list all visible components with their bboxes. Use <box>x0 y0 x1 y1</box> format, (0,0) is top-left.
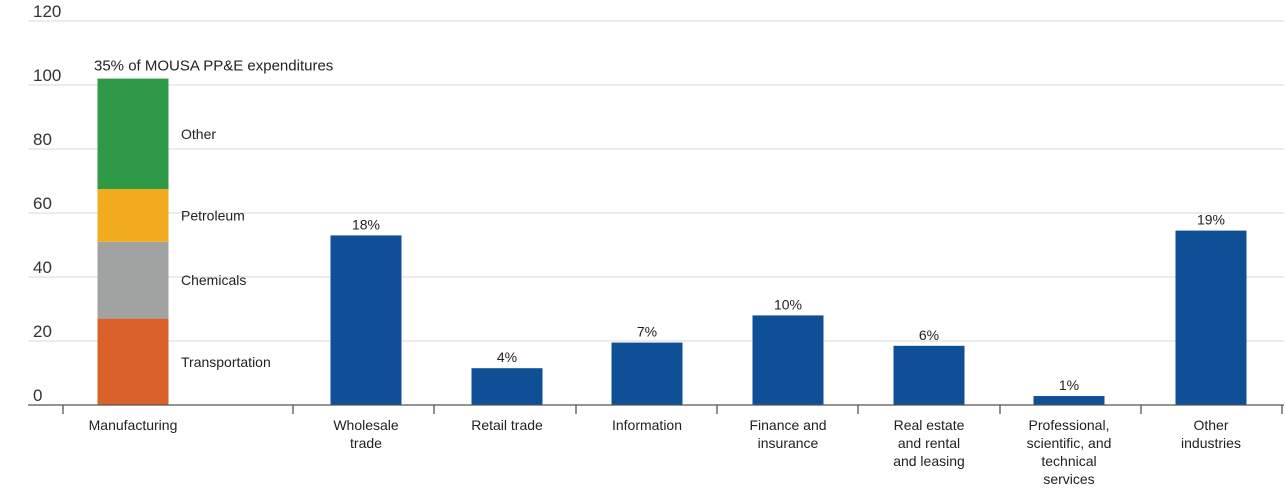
x-label-other-industries: Other industries <box>1181 417 1241 451</box>
data-label-information: 7% <box>637 324 657 340</box>
bar-professional-scientific-and-technical-services <box>1033 396 1105 405</box>
bar-segment-chemicals <box>97 241 169 319</box>
y-tick-label-120: 120 <box>33 2 61 21</box>
data-label-real-estate-and-rental-and-leasing: 6% <box>919 327 939 343</box>
x-label-real-estate-and-rental-and-leasing: Real estate and rental and leasing <box>893 417 965 469</box>
data-label-finance-and-insurance: 10% <box>774 296 802 312</box>
data-label-other-industries: 19% <box>1197 212 1225 228</box>
gridlines <box>28 20 1284 342</box>
y-tick-label-80: 80 <box>33 130 52 149</box>
segment-label-chemicals: Chemicals <box>181 272 246 288</box>
x-axis: Manufacturing Wholesale trade Retail trade I… <box>28 404 1284 487</box>
bar-wholesale-trade <box>330 235 402 405</box>
bars: Transportation Chemicals Petroleum Other 18%… <box>97 78 1247 405</box>
bar-real-estate-and-rental-and-leasing <box>893 345 965 405</box>
data-label-retail-trade: 4% <box>497 349 517 365</box>
bar-other-industries <box>1175 230 1247 405</box>
y-tick-label-100: 100 <box>33 66 61 85</box>
segment-label-petroleum: Petroleum <box>181 207 245 223</box>
bar-segment-transportation <box>97 318 169 405</box>
x-label-retail-trade: Retail trade <box>471 417 543 433</box>
bar-finance-and-insurance <box>752 315 824 405</box>
bar-segment-petroleum <box>97 189 169 242</box>
x-label-professional-scientific-and-technical-services: Professional, scientific, and technical ser… <box>1027 417 1112 487</box>
data-label-wholesale-trade: 18% <box>352 216 380 232</box>
y-tick-label-60: 60 <box>33 194 52 213</box>
bar-retail-trade <box>471 368 543 405</box>
y-tick-label-40: 40 <box>33 258 52 277</box>
y-tick-label-20: 20 <box>33 322 52 341</box>
bar-information <box>611 342 683 405</box>
y-axis: 0 20 40 60 80 100 120 <box>33 2 61 405</box>
x-label-information: Information <box>612 417 682 433</box>
x-label-manufacturing: Manufacturing <box>89 417 178 433</box>
x-label-finance-and-insurance: Finance and insurance <box>749 417 826 451</box>
segment-label-other: Other <box>181 126 216 142</box>
manufacturing-annotation: 35% of MOUSA PP&E expenditures <box>94 58 333 75</box>
x-label-wholesale-trade: Wholesale trade <box>333 417 399 451</box>
segment-label-transportation: Transportation <box>181 354 271 370</box>
data-label-professional-scientific-and-technical-services: 1% <box>1059 377 1079 393</box>
y-tick-label-0: 0 <box>33 386 42 405</box>
bar-segment-other <box>97 78 169 189</box>
